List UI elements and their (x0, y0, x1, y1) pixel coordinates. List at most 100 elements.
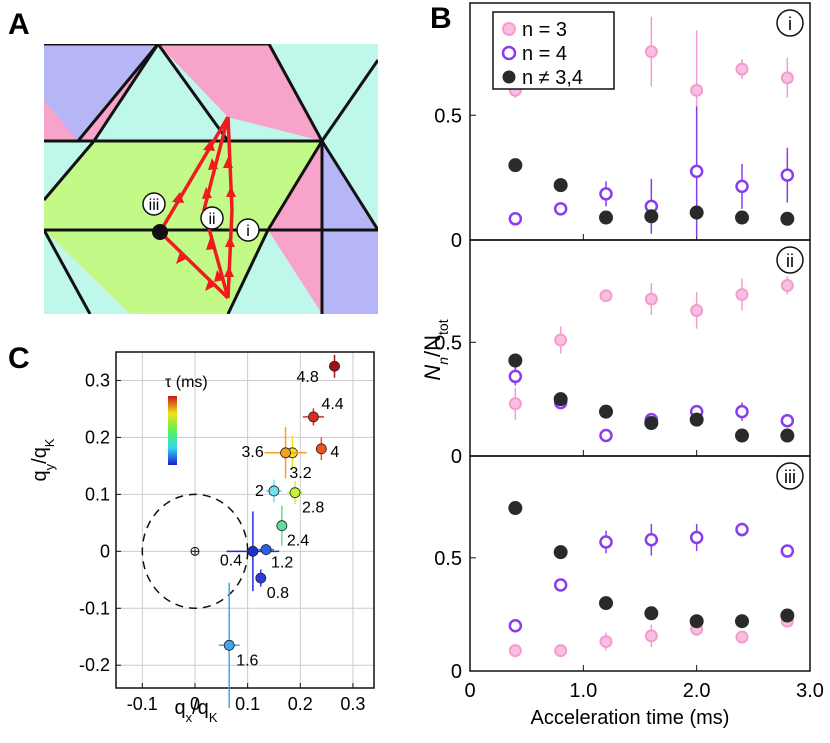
c-tick-label-y: -0.1 (79, 598, 110, 618)
b-point-n4 (780, 414, 795, 428)
b-point-other (644, 416, 659, 431)
c-point-label: 3.2 (289, 465, 311, 482)
path-arrows (172, 140, 236, 291)
b-point-n4 (780, 544, 795, 558)
b-tick-label-x: 2.0 (683, 680, 711, 702)
b-point-n4 (599, 187, 613, 201)
c-point (280, 447, 291, 459)
legend-label-n4: n = 4 (522, 43, 567, 65)
b-point-other (599, 210, 613, 225)
panel-label-a: A (8, 8, 30, 41)
c-point-label: 1.2 (271, 555, 293, 572)
b-point-other (508, 353, 523, 368)
b-subplot-frame-iii (469, 455, 811, 672)
c-tick-label-x: 0.3 (340, 694, 365, 714)
legend-marker-n4 (501, 45, 517, 61)
b-tick-label-y: 0 (451, 446, 462, 468)
b-tick-label-y: 0.5 (434, 105, 462, 127)
b-subplot-frame-ii (469, 239, 811, 457)
legend-marker-n3 (502, 22, 516, 36)
c-point-label: 4.4 (321, 396, 343, 413)
c-tick-label-y: 0.3 (85, 370, 110, 390)
panel-c: C -0.1 0 0.1 0.2 0.3 -0.2 -0.1 0 0.1 0.2 0.3 τ (ms)… (8, 342, 375, 725)
c-point-label: 4.8 (297, 369, 319, 386)
b-tick-label-x: 1.0 (569, 680, 597, 702)
legend-label-other: n ≠ 3,4 (522, 67, 583, 89)
b-point-n4 (780, 168, 795, 182)
b-point-other (780, 211, 795, 226)
b-subplot-label-circle (776, 9, 804, 37)
region-blue-right (322, 141, 378, 314)
b-tick-label-y: 0.5 (434, 548, 462, 570)
c-point (223, 639, 235, 651)
b-point-n3 (735, 62, 749, 76)
panel-a: A (8, 8, 378, 314)
b-point-other (689, 614, 704, 629)
region-pink-left (44, 100, 78, 141)
b-point-n3 (780, 71, 794, 85)
c-point (329, 360, 340, 372)
svg-text:ii: ii (208, 211, 215, 228)
b-point-n4 (689, 530, 704, 545)
c-tick-label-x: 0 (190, 694, 200, 714)
b-point-n4 (553, 202, 568, 216)
c-point-label: 1.6 (236, 652, 258, 669)
c-point (260, 544, 272, 556)
b-point-n3 (508, 397, 522, 411)
c-tick-label-y: 0.2 (85, 427, 110, 447)
c-tick-label-y: 0 (100, 541, 110, 561)
panel-b-xlabel: Acceleration time (ms) (531, 707, 730, 729)
c-point-label: 2.4 (287, 533, 309, 550)
c-colorbar-label: τ (ms) (165, 374, 208, 391)
c-point-label: 2.8 (302, 500, 324, 517)
b-point-n4 (644, 532, 659, 547)
b-point-other (780, 608, 795, 623)
b-subplot-label: iii (784, 467, 796, 487)
legend-label-n3: n = 3 (522, 19, 567, 41)
c-axes-frame (115, 351, 375, 689)
c-point-label: 2 (255, 483, 264, 500)
path-label-ii: ii (200, 206, 224, 230)
path-label-iii: iii (142, 192, 166, 216)
c-tick-label-y: 0.1 (85, 484, 110, 504)
b-point-n3 (554, 333, 568, 347)
b-point-other (644, 209, 659, 224)
b-point-n4 (508, 369, 523, 384)
b-point-n3 (735, 288, 749, 302)
b-point-n3 (599, 635, 613, 649)
b-point-other (553, 392, 568, 407)
c-point (255, 572, 267, 584)
c-tick-label-y: -0.2 (79, 655, 110, 675)
region-blue-top-left (44, 44, 158, 141)
panel-b-ylabel: Nn/Ntot (420, 319, 451, 380)
c-point-label: 0.4 (220, 552, 242, 569)
panel-b-legend: n = 3 n = 4 n ≠ 3,4 (492, 11, 615, 90)
b-point-n4 (508, 212, 523, 226)
panel-b-plot: 0 0.5 i 0 0.5 ii 0 0.5 iii 0 1.0 2.0 3.0 (434, 2, 824, 702)
c-point-label: 3.6 (242, 444, 264, 461)
panel-label-c: C (8, 342, 30, 375)
b-point-other (689, 412, 704, 427)
c-point (268, 485, 280, 497)
c-point (276, 520, 288, 532)
b-point-other (644, 606, 659, 621)
b-point-other (735, 614, 749, 629)
b-point-n3 (599, 289, 613, 303)
b-point-other (689, 205, 704, 220)
b-subplot-label-circle (776, 462, 804, 490)
b-point-other (508, 501, 523, 516)
b-point-n3 (508, 644, 522, 658)
lattice (44, 44, 378, 314)
b-point-other (735, 428, 749, 443)
b-point-n3 (644, 292, 658, 306)
b-subplot-label: ii (786, 251, 794, 271)
c-tick-label-x: 0.1 (235, 694, 260, 714)
c-point (247, 545, 259, 557)
b-point-other (599, 404, 613, 419)
c-point (315, 443, 327, 455)
b-tick-label-x: 3.0 (796, 680, 824, 702)
c-point-label: 0.8 (267, 585, 289, 602)
b-point-other (780, 428, 795, 443)
b-point-other (599, 596, 613, 611)
